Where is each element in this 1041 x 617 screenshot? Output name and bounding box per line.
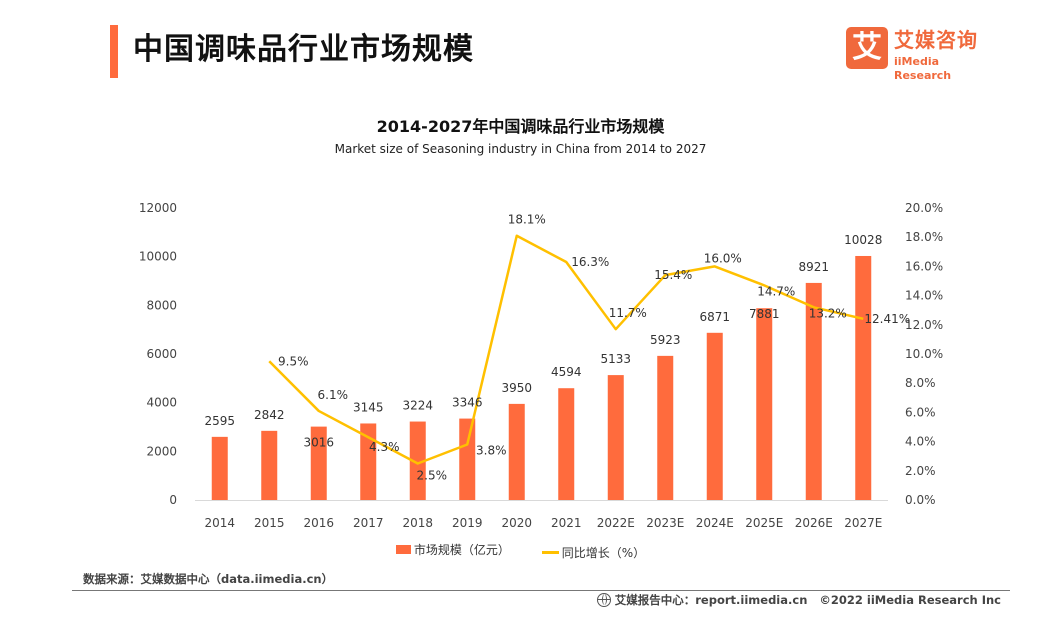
y-left-tick-label: 8000 [146, 298, 177, 312]
bar-market-size [657, 355, 674, 500]
line-data-label: 16.3% [571, 255, 609, 269]
line-data-label: 9.5% [278, 354, 309, 368]
x-tick-label: 2021 [551, 516, 582, 530]
y-right-tick-label: 6.0% [905, 405, 936, 419]
logo-chinese-name: 艾媒咨询 [894, 28, 978, 52]
y-right-tick-label: 8.0% [905, 376, 936, 390]
bar-data-label: 10028 [844, 233, 882, 247]
y-right-tick-label: 10.0% [905, 347, 943, 361]
growth-line [268, 234, 864, 465]
y-right-tick-label: 14.0% [905, 289, 943, 303]
y-left-tick-label: 0 [169, 493, 177, 507]
footer-divider [72, 590, 1010, 591]
legend-bar-swatch-icon [395, 545, 411, 554]
x-tick-label: 2017 [353, 516, 384, 530]
bar-data-label: 5923 [650, 333, 681, 347]
bar-data-label: 3145 [353, 400, 384, 414]
line-data-label: 12.41% [864, 312, 910, 326]
page-title: 中国调味品行业市场规模 [133, 32, 474, 67]
y-left-tick-label: 12000 [139, 201, 177, 215]
x-tick-label: 2027E [844, 516, 882, 530]
line-data-label: 18.1% [508, 213, 546, 227]
bar-market-size [756, 308, 773, 500]
y-left-tick-label: 4000 [146, 396, 177, 410]
x-tick-label: 2016 [303, 516, 334, 530]
logo-mark-icon: 艾 [846, 27, 888, 69]
bar-market-size [360, 423, 377, 500]
bar-data-label: 3016 [303, 436, 334, 450]
y-right-tick-label: 2.0% [905, 464, 936, 478]
title-accent-bar [110, 25, 118, 78]
report-center-link[interactable]: 艾媒报告中心：report.iimedia.cn [614, 593, 808, 607]
line-data-label: 15.4% [654, 268, 692, 282]
y-right-tick-label: 0.0% [905, 493, 936, 507]
bar-data-label: 4594 [551, 365, 582, 379]
bar-market-size [508, 403, 525, 500]
bar-data-label: 2595 [204, 414, 235, 428]
legend-item-growth: 同比增长（%） [541, 544, 646, 561]
x-tick-label: 2026E [795, 516, 833, 530]
chart-subtitle: Market size of Seasoning industry in Chi… [334, 142, 707, 156]
bar-market-size [409, 421, 426, 500]
x-tick-label: 2020 [501, 516, 532, 530]
x-tick-label: 2014 [204, 516, 235, 530]
bar-market-size [261, 430, 278, 500]
line-data-label: 4.3% [369, 440, 400, 454]
x-tick-label: 2022E [597, 516, 635, 530]
y-right-tick-label: 4.0% [905, 435, 936, 449]
line-data-label: 2.5% [417, 469, 448, 483]
legend-item-market-size: 市场规模（亿元） [395, 541, 510, 558]
bar-data-label: 8921 [798, 260, 829, 274]
legend-line-swatch-icon [541, 551, 559, 554]
line-data-label: 11.7% [609, 306, 647, 320]
line-data-label: 13.2% [809, 306, 847, 320]
bar-market-size [310, 426, 327, 500]
bar-market-size [805, 282, 822, 500]
bar-market-size [607, 375, 624, 500]
y-left-tick-label: 10000 [139, 250, 177, 264]
bar-market-size [558, 388, 575, 500]
footer: 艾媒报告中心：report.iimedia.cn ©2022 iiMedia R… [596, 592, 1001, 608]
y-left-tick-label: 2000 [146, 444, 177, 458]
bar-data-label: 6871 [699, 310, 730, 324]
x-tick-label: 2019 [452, 516, 483, 530]
globe-icon [596, 593, 611, 607]
bar-data-label: 7881 [749, 307, 780, 321]
copyright: ©2022 iiMedia Research Inc [819, 593, 1001, 607]
bar-data-label: 3346 [452, 396, 483, 410]
y-right-tick-label: 20.0% [905, 201, 943, 215]
bar-market-size [855, 255, 872, 500]
y-right-tick-label: 16.0% [905, 259, 943, 273]
bar-market-size [706, 332, 723, 500]
data-source: 数据来源：艾媒数据中心（data.iimedia.cn） [83, 572, 334, 586]
y-right-tick-label: 18.0% [905, 230, 943, 244]
bar-data-label: 3950 [501, 381, 532, 395]
x-tick-label: 2025E [745, 516, 783, 530]
line-data-label: 3.8% [476, 444, 507, 458]
iimedia-logo: 艾 艾媒咨询 iiMedia Research [846, 27, 996, 82]
line-data-label: 14.7% [757, 284, 795, 298]
bar-market-size [459, 418, 476, 500]
bar-data-label: 5133 [600, 352, 631, 366]
x-tick-label: 2015 [254, 516, 285, 530]
legend-label-growth: 同比增长（%） [561, 546, 646, 560]
x-tick-label: 2023E [646, 516, 684, 530]
y-right-tick-label: 12.0% [905, 318, 943, 332]
bar-data-label: 3224 [402, 399, 433, 413]
chart-title: 2014-2027年中国调味品行业市场规模 [376, 117, 665, 136]
line-data-label: 6.1% [318, 388, 349, 402]
legend-label-market-size: 市场规模（亿元） [413, 543, 510, 557]
logo-english-name: iiMedia Research [894, 55, 952, 82]
x-tick-label: 2018 [402, 516, 433, 530]
chart-legend: 市场规模（亿元） 同比增长（%） [0, 541, 1041, 561]
line-data-label: 16.0% [704, 251, 742, 265]
y-left-tick-label: 6000 [146, 347, 177, 361]
x-tick-label: 2024E [696, 516, 734, 530]
bar-data-label: 2842 [254, 408, 285, 422]
bar-market-size [211, 436, 228, 500]
